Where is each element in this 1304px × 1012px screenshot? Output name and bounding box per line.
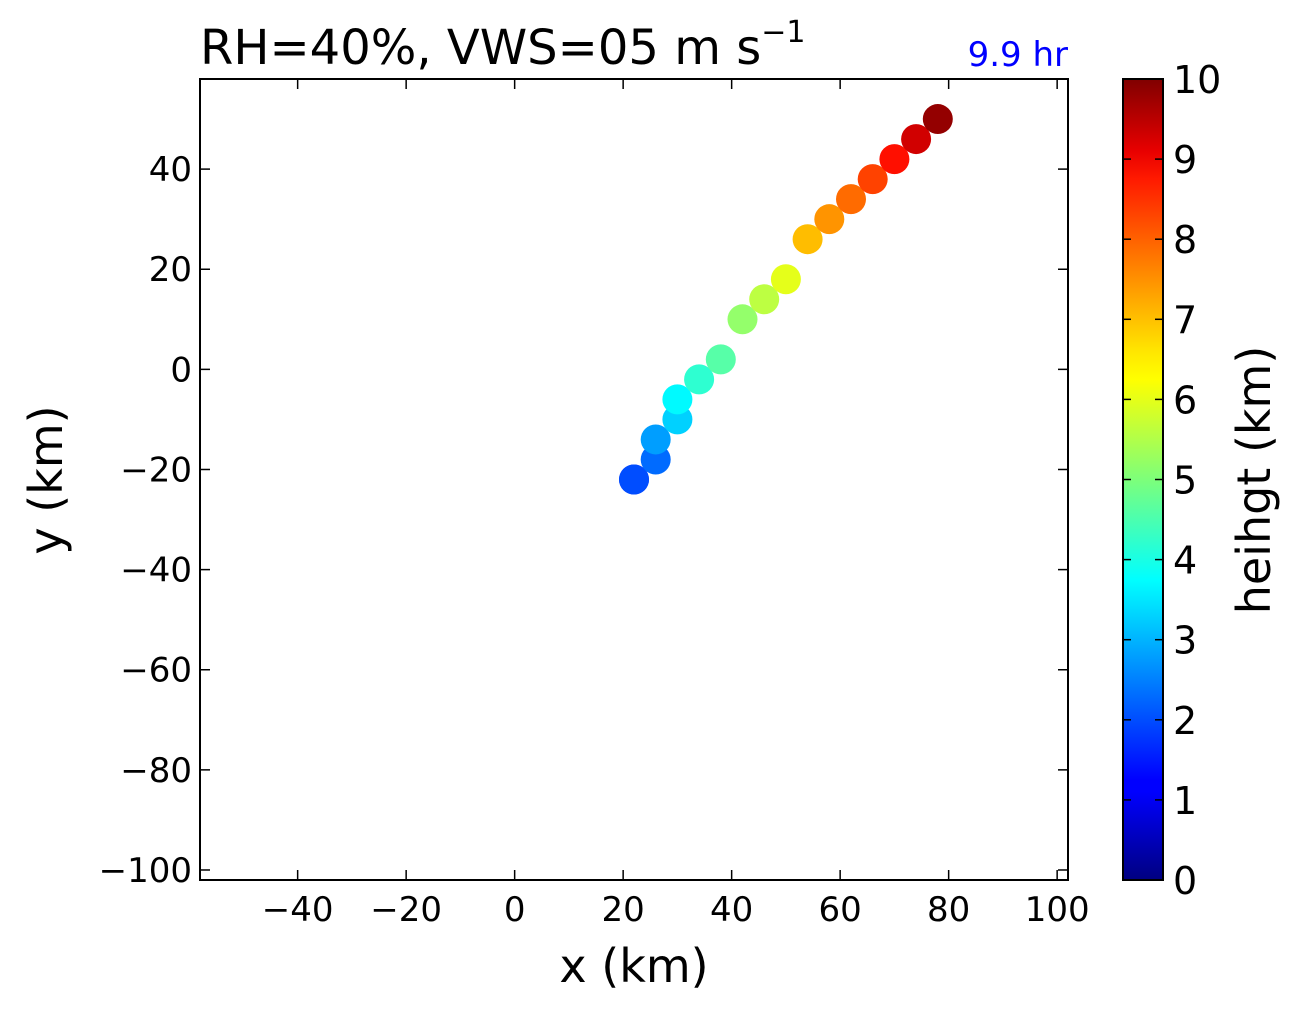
colorbar-tick-label: 10 <box>1173 58 1221 102</box>
data-point <box>684 364 715 395</box>
y-axis-label: y (km) <box>19 405 73 554</box>
y-axis: −100 −80 −60 −40 −20 0 20 40 <box>99 150 1068 891</box>
x-tick-label: −20 <box>370 890 442 930</box>
colorbar-tick-label: 8 <box>1173 218 1197 262</box>
x-axis-label: x (km) <box>559 939 708 993</box>
data-points <box>619 104 953 495</box>
colorbar-tick-label: 6 <box>1173 378 1197 422</box>
x-tick-label: −40 <box>262 890 334 930</box>
data-point <box>901 124 932 155</box>
data-point <box>770 264 801 295</box>
chart-title-exponent: −1 <box>761 15 805 50</box>
data-point <box>922 104 953 135</box>
y-tick-label: 20 <box>149 250 192 290</box>
y-tick-label: −40 <box>120 551 192 591</box>
colorbar-tick-label: 1 <box>1173 779 1197 823</box>
data-point <box>705 344 736 375</box>
colorbar-tick-label: 9 <box>1173 138 1197 182</box>
data-point <box>619 464 649 495</box>
y-tick-label: −80 <box>120 751 192 791</box>
colorbar-tick-label: 7 <box>1173 298 1197 342</box>
chart-title-main: RH=40%, VWS=05 m s <box>200 20 761 76</box>
x-tick-label: 40 <box>710 890 753 930</box>
colorbar-ticks: 0 1 2 3 4 5 6 7 8 9 10 <box>1123 58 1221 903</box>
colorbar-tick-label: 4 <box>1173 539 1197 583</box>
y-tick-label: −20 <box>120 450 192 490</box>
y-tick-label: −100 <box>99 851 192 891</box>
data-point <box>836 184 866 215</box>
data-point <box>792 224 823 255</box>
x-tick-label: 80 <box>927 890 970 930</box>
colorbar-tick-label: 0 <box>1173 859 1197 903</box>
colorbar-tick-label: 2 <box>1173 699 1197 743</box>
x-tick-label: 100 <box>1025 890 1090 930</box>
data-point <box>814 204 845 235</box>
data-point <box>879 144 910 175</box>
x-tick-label: 60 <box>819 890 862 930</box>
x-axis: −40 −20 0 20 40 60 80 100 <box>262 79 1090 930</box>
data-point <box>857 164 888 195</box>
x-tick-label: 20 <box>602 890 645 930</box>
y-tick-label: −60 <box>120 651 192 691</box>
data-point <box>749 284 780 315</box>
colorbar-tick-label: 3 <box>1173 619 1197 663</box>
y-tick-label: 0 <box>170 350 192 390</box>
data-point <box>640 424 671 455</box>
chart-title: RH=40%, VWS=05 m s−1 <box>200 15 805 76</box>
time-label: 9.9 hr <box>968 35 1068 75</box>
data-point <box>662 384 693 415</box>
x-tick-label: 0 <box>504 890 526 930</box>
y-tick-label: 40 <box>149 150 192 190</box>
data-point <box>727 304 758 335</box>
colorbar-tick-label: 5 <box>1173 459 1197 503</box>
colorbar-label: heihgt (km) <box>1227 346 1281 615</box>
